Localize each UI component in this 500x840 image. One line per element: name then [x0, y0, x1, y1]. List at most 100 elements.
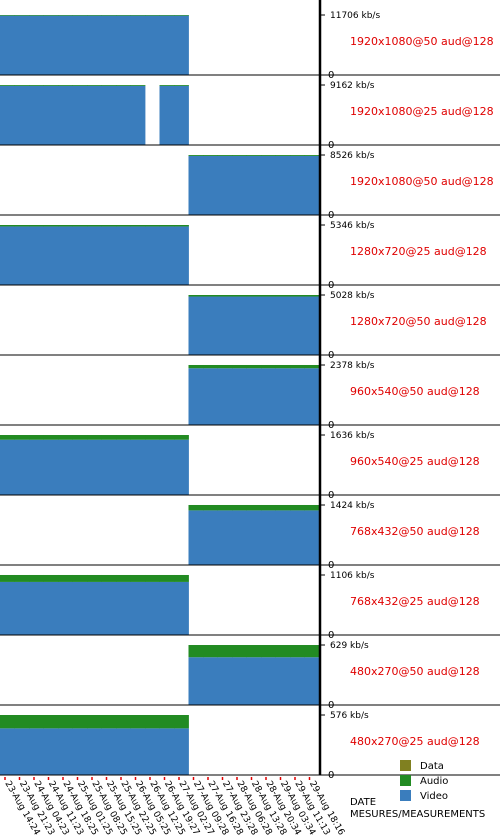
panel-label: 1920x1080@50 aud@128 [350, 35, 494, 48]
bar-segment [101, 574, 117, 582]
bar-segment [43, 225, 59, 227]
bar-segment [101, 226, 117, 285]
bar-segment [72, 715, 88, 729]
y-axis-title: MESURES/MEASUREMENTS [350, 809, 485, 820]
bar-segment [159, 85, 175, 86]
bar-segment [43, 715, 59, 729]
bar-segment [116, 728, 131, 775]
bar-segment [145, 225, 160, 227]
bar-segment [58, 715, 73, 729]
bar-segment [43, 439, 59, 495]
bar-segment [0, 15, 15, 75]
y-tick-label: 0 [328, 630, 334, 641]
bar-segment [87, 728, 102, 775]
bar-segment [101, 15, 117, 16]
bar-segment [290, 295, 305, 297]
bar-segment [43, 85, 59, 86]
bar-segment [87, 715, 102, 729]
bar-segment [130, 581, 146, 635]
bar-segment [43, 581, 59, 635]
bar-segment [101, 85, 117, 145]
bar-segment [246, 510, 262, 565]
bar-segment [290, 155, 305, 156]
bar-segment [304, 510, 320, 565]
bar-segment [58, 728, 73, 775]
y-tick-label: 0 [328, 490, 334, 501]
bar-segment [275, 295, 291, 297]
bar-segment [29, 85, 44, 145]
bar-segment [217, 645, 233, 658]
bar-segment [58, 226, 73, 285]
bar-segment [145, 435, 160, 440]
bar-segment [116, 581, 131, 635]
bar-segment [101, 715, 117, 729]
panel-label: 768x432@50 aud@128 [350, 525, 480, 538]
bar-segment [29, 715, 44, 729]
bar-segment [116, 226, 131, 285]
bar-segment [87, 439, 102, 495]
bar-segment [290, 645, 305, 658]
bar-segment [29, 225, 44, 227]
y-tick-label: 2378 kb/s [330, 361, 375, 371]
bar-segment [130, 15, 146, 75]
bar-segment [29, 85, 44, 86]
bar-segment [72, 435, 88, 440]
bar-segment [159, 435, 175, 440]
bar-segment [130, 85, 146, 145]
bar-segment [14, 439, 30, 495]
legend-swatch [400, 775, 411, 786]
bar-segment [174, 15, 189, 16]
y-tick-label: 0 [328, 560, 334, 571]
bar-segment [261, 296, 276, 355]
bar-segment [203, 155, 218, 156]
bar-segment [130, 15, 146, 16]
bar-segment [203, 657, 218, 705]
bar-segment [188, 296, 204, 355]
bar-segment [159, 15, 175, 75]
bar-segment [130, 728, 146, 775]
bar-segment [58, 581, 73, 635]
bar-segment [159, 439, 175, 495]
bar-segment [116, 15, 131, 75]
legend-label: Video [420, 791, 448, 802]
bar-segment [159, 85, 175, 145]
bar-segment [116, 715, 131, 729]
bar-segment [290, 510, 305, 565]
bar-segment [43, 435, 59, 440]
bar-segment [203, 368, 218, 425]
bar-segment [101, 728, 117, 775]
bar-segment [275, 155, 291, 215]
bar-segment [188, 155, 204, 156]
bar-segment [246, 368, 262, 425]
bar-segment [0, 15, 15, 16]
y-tick-label: 0 [328, 350, 334, 361]
bar-segment [261, 155, 276, 215]
bar-segment [203, 504, 218, 511]
bar-segment [87, 15, 102, 16]
bar-segment [116, 85, 131, 86]
y-tick-label: 11706 kb/s [330, 11, 380, 21]
x-axis-title: DATE [350, 797, 376, 808]
bar-segment [246, 155, 262, 156]
bar-segment [72, 728, 88, 775]
bar-segment [130, 225, 146, 227]
bar-segment [116, 15, 131, 16]
bar-segment [188, 368, 204, 425]
panel-label: 480x270@50 aud@128 [350, 665, 480, 678]
bar-segment [217, 368, 233, 425]
bar-segment [188, 510, 204, 565]
bar-segment [87, 574, 102, 582]
bar-segment [275, 155, 291, 156]
legend-label: Data [420, 761, 444, 772]
bar-segment [145, 728, 160, 775]
y-tick-label: 0 [328, 70, 334, 81]
bar-segment [145, 226, 160, 285]
bar-segment [87, 15, 102, 75]
bar-segment [87, 85, 102, 145]
bar-segment [72, 574, 88, 582]
bar-segment [275, 504, 291, 511]
bar-segment [58, 85, 73, 145]
bar-segment [232, 657, 247, 705]
bar-segment [232, 155, 247, 215]
